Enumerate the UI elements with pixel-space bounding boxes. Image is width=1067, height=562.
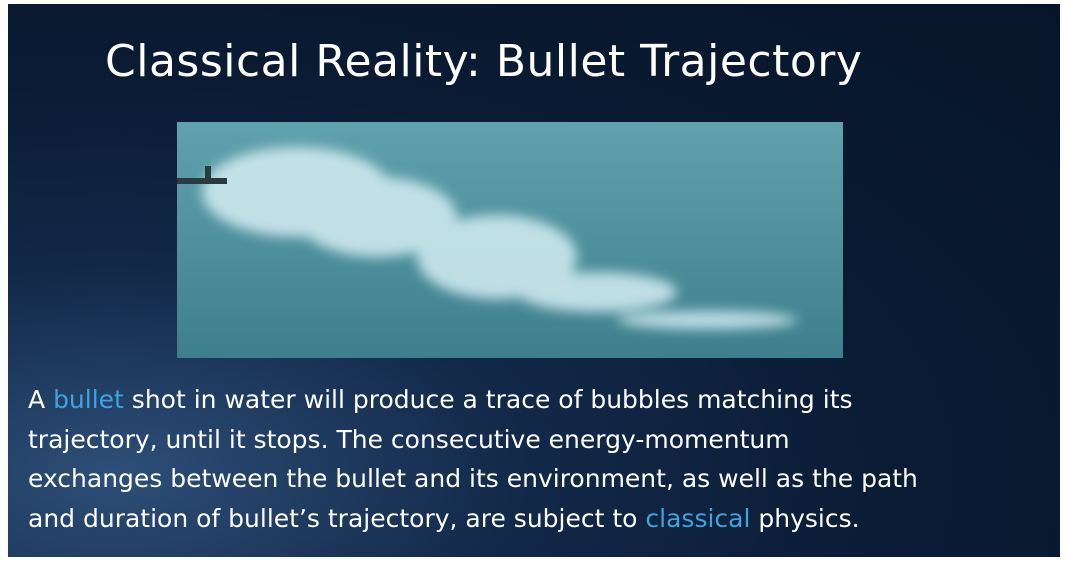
text: A <box>28 385 53 414</box>
highlight: classical <box>645 504 750 533</box>
text-line: A bullet shot in water will produce a tr… <box>28 380 918 420</box>
text: shot in water will produce a trace of bu… <box>124 385 853 414</box>
highlight: bullet <box>53 385 124 414</box>
text: exchanges between the bullet and its env… <box>28 464 918 493</box>
slide: Classical Reality: Bullet Trajectory A b… <box>8 4 1060 557</box>
slide-title: Classical Reality: Bullet Trajectory <box>105 36 862 87</box>
text: and duration of bullet’s trajectory, are… <box>28 504 645 533</box>
text: trajectory, until it stops. The consecut… <box>28 425 790 454</box>
text: physics. <box>750 504 859 533</box>
body-text: A bullet shot in water will produce a tr… <box>28 380 918 538</box>
text-line: and duration of bullet’s trajectory, are… <box>28 499 918 539</box>
text-line: trajectory, until it stops. The consecut… <box>28 420 918 460</box>
text-line: exchanges between the bullet and its env… <box>28 459 918 499</box>
bullet-photo <box>177 122 843 358</box>
